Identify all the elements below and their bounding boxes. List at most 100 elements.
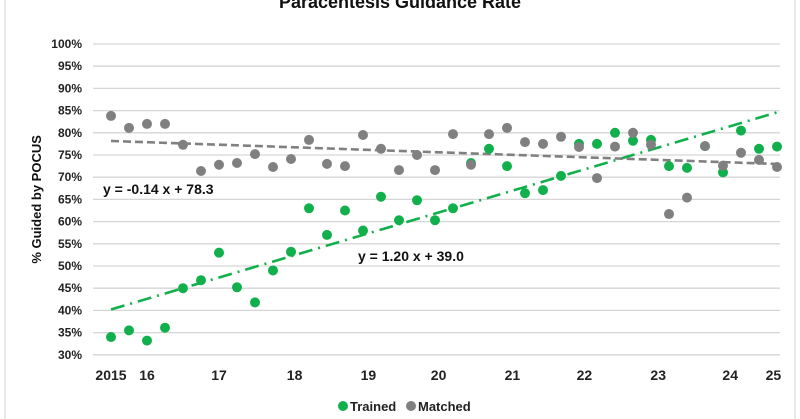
y-tick-label: 100%	[51, 37, 82, 51]
x-tick-label: 17	[211, 367, 227, 383]
data-point-matched	[286, 153, 296, 164]
data-point-trained	[358, 225, 368, 236]
trendline-matched	[110, 139, 778, 166]
data-point-matched	[250, 149, 260, 160]
y-tick-label: 80%	[58, 126, 82, 140]
x-tick-label: 19	[361, 367, 377, 383]
y-tick-label: 35%	[58, 326, 82, 340]
data-point-matched	[160, 118, 170, 129]
chart-title: Paracentesis Guidance Rate	[279, 0, 521, 12]
data-point-trained	[124, 325, 134, 336]
legend-label-matched: Matched	[418, 399, 471, 414]
data-point-trained	[448, 203, 458, 214]
data-point-matched	[646, 139, 656, 150]
data-point-trained	[286, 246, 296, 257]
legend-marker-trained	[338, 401, 348, 411]
data-point-matched	[772, 161, 782, 172]
data-point-matched	[466, 159, 476, 170]
data-point-matched	[754, 154, 764, 165]
data-point-matched	[394, 165, 404, 176]
data-point-trained	[412, 195, 422, 206]
data-point-trained	[340, 205, 350, 216]
data-point-matched	[664, 209, 674, 220]
x-tick-label: 22	[577, 367, 593, 383]
data-point-trained	[682, 162, 692, 173]
data-point-trained	[664, 161, 674, 172]
x-tick-label: 2015	[95, 367, 126, 383]
x-tick-label: 21	[505, 367, 521, 383]
y-tick-label: 85%	[58, 104, 82, 118]
x-tick-label: 16	[139, 367, 155, 383]
data-point-trained	[628, 135, 638, 146]
data-point-matched	[268, 161, 278, 172]
data-point-matched	[448, 129, 458, 140]
data-point-matched	[484, 129, 494, 140]
data-point-trained	[484, 143, 494, 154]
data-point-trained	[178, 283, 188, 294]
data-point-trained	[754, 143, 764, 154]
data-point-trained	[160, 322, 170, 333]
data-point-trained	[196, 275, 206, 286]
data-point-trained	[304, 203, 314, 214]
data-point-trained	[538, 185, 548, 196]
data-point-matched	[196, 165, 206, 176]
data-point-trained	[430, 215, 440, 226]
data-point-matched	[610, 141, 620, 152]
trendline-equation-trained: y = 1.20 x + 39.0	[358, 248, 464, 264]
data-point-matched	[556, 131, 566, 142]
data-point-trained	[592, 138, 602, 149]
data-point-trained	[250, 297, 260, 308]
data-point-matched	[682, 192, 692, 203]
legend-marker-matched	[406, 401, 416, 411]
data-point-trained	[502, 161, 512, 172]
data-point-matched	[124, 122, 134, 133]
data-point-matched	[412, 150, 422, 160]
trendline-trained	[110, 111, 778, 311]
data-point-matched	[232, 157, 242, 168]
data-point-matched	[304, 134, 314, 145]
data-point-trained	[556, 170, 566, 181]
data-point-matched	[214, 159, 224, 170]
data-point-matched	[142, 118, 152, 129]
y-tick-label: 65%	[58, 192, 82, 206]
x-tick-label: 25	[766, 367, 782, 383]
y-axis-label: % Guided by POCUS	[29, 135, 44, 264]
data-point-trained	[232, 282, 242, 293]
trendline-equation-matched: y = -0.14 x + 78.3	[103, 181, 214, 197]
data-point-matched	[520, 137, 530, 148]
data-point-trained	[610, 127, 620, 138]
data-point-matched	[592, 173, 602, 184]
data-point-trained	[520, 188, 530, 199]
data-point-trained	[214, 247, 224, 258]
x-tick-label: 20	[431, 367, 447, 383]
y-tick-label: 40%	[58, 303, 82, 317]
data-point-trained	[394, 215, 404, 226]
data-point-trained	[142, 335, 152, 346]
data-point-matched	[502, 122, 512, 133]
data-point-matched	[322, 158, 332, 169]
data-point-matched	[106, 110, 116, 121]
data-point-trained	[106, 332, 116, 343]
data-point-matched	[736, 147, 746, 158]
data-point-matched	[628, 127, 638, 138]
data-point-matched	[538, 138, 548, 149]
data-point-matched	[700, 141, 710, 152]
y-tick-label: 75%	[58, 148, 82, 162]
x-tick-label: 24	[722, 367, 738, 383]
data-point-matched	[574, 142, 584, 153]
x-tick-label: 23	[650, 367, 666, 383]
data-point-trained	[268, 265, 278, 276]
y-tick-label: 30%	[58, 348, 82, 362]
x-tick-label: 18	[287, 367, 303, 383]
data-point-matched	[430, 165, 440, 176]
data-point-trained	[376, 191, 386, 202]
data-point-trained	[736, 125, 746, 136]
y-tick-label: 90%	[58, 81, 82, 95]
data-point-matched	[340, 161, 350, 172]
data-point-matched	[718, 160, 728, 171]
y-tick-label: 60%	[58, 215, 82, 229]
y-tick-label: 50%	[58, 259, 82, 273]
y-tick-label: 70%	[58, 170, 82, 184]
